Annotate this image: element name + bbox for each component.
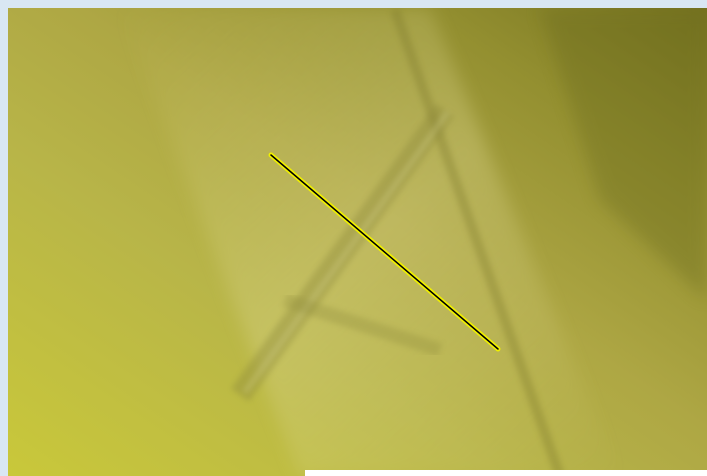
measure-line xyxy=(270,154,499,350)
terrain xyxy=(8,8,707,476)
status-bar xyxy=(305,470,707,476)
